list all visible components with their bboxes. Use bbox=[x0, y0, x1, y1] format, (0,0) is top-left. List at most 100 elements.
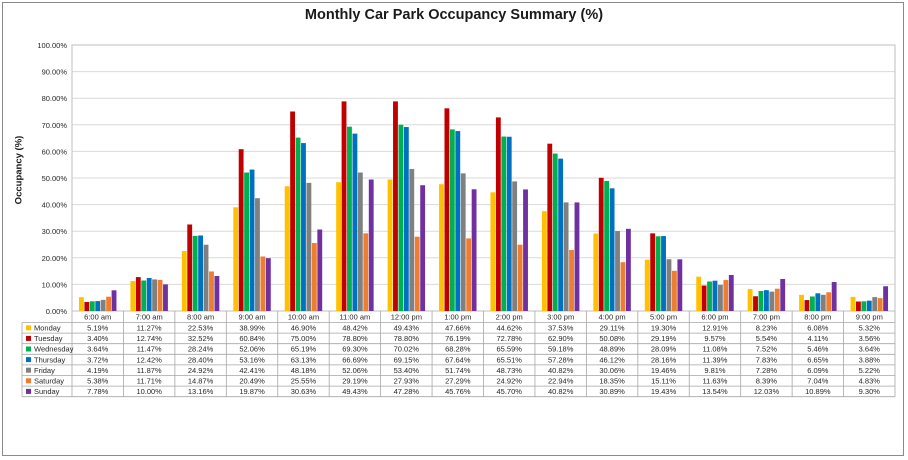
legend-swatch bbox=[26, 335, 31, 341]
table-cell: 29.11% bbox=[600, 324, 625, 333]
table-cell: 5.38% bbox=[87, 377, 109, 386]
table-cell: 11.08% bbox=[703, 345, 728, 354]
bar bbox=[620, 262, 626, 311]
bar bbox=[872, 297, 878, 311]
table-cell: 62.90% bbox=[548, 334, 574, 343]
x-tick-label: 12:00 pm bbox=[391, 313, 422, 322]
bar bbox=[495, 117, 501, 311]
bar bbox=[574, 202, 580, 311]
table-cell: 66.69% bbox=[342, 355, 368, 364]
x-tick-label: 1:00 pm bbox=[444, 313, 471, 322]
bar bbox=[455, 131, 461, 311]
y-tick-label: 20.00% bbox=[42, 254, 68, 263]
table-cell: 28.40% bbox=[188, 355, 214, 364]
bar bbox=[753, 296, 758, 311]
table-cell: 32.52% bbox=[188, 334, 214, 343]
table-cell: 4.11% bbox=[807, 334, 828, 343]
table-cell: 46.12% bbox=[599, 355, 625, 364]
table-cell: 30.06% bbox=[599, 366, 625, 375]
table-cell: 19.46% bbox=[651, 366, 677, 375]
bar bbox=[163, 284, 168, 311]
table-cell: 24.92% bbox=[188, 366, 214, 375]
bar bbox=[696, 276, 702, 311]
bar bbox=[780, 279, 786, 311]
bar bbox=[758, 290, 764, 311]
table-cell: 6.08% bbox=[807, 324, 829, 333]
x-tick-label: 8:00 am bbox=[187, 313, 214, 322]
bar bbox=[707, 281, 712, 311]
bar bbox=[723, 280, 729, 311]
table-cell: 11.71% bbox=[137, 377, 162, 386]
x-tick-label: 9:00 am bbox=[238, 313, 265, 322]
legend-swatch bbox=[26, 325, 31, 331]
table-cell: 4.83% bbox=[859, 377, 881, 386]
legend-label: Friday bbox=[34, 366, 55, 375]
table-cell: 3.56% bbox=[859, 334, 881, 343]
bar bbox=[141, 280, 147, 311]
axis-layer: 0.00% 10.00% 20.00% 30.00% 40.00% 50.00% 60.00… bbox=[37, 41, 67, 316]
bar bbox=[238, 149, 244, 311]
bar bbox=[563, 202, 569, 311]
table-cell: 12.03% bbox=[754, 387, 780, 396]
bar bbox=[671, 270, 677, 311]
table-cell: 11.27% bbox=[137, 324, 162, 333]
legend-label: Sunday bbox=[34, 387, 60, 396]
bar bbox=[809, 296, 815, 311]
table-cell: 14.87% bbox=[188, 377, 214, 386]
y-tick-label: 90.00% bbox=[42, 68, 68, 77]
table-cell: 45.76% bbox=[445, 387, 471, 396]
bar bbox=[409, 168, 415, 311]
table-cell: 69.30% bbox=[342, 345, 368, 354]
legend-swatch bbox=[26, 346, 31, 352]
bar bbox=[249, 169, 255, 311]
table-cell: 20.49% bbox=[239, 377, 265, 386]
table-cell: 48.18% bbox=[291, 366, 317, 375]
bar bbox=[449, 129, 455, 311]
bar bbox=[615, 231, 620, 311]
table-cell: 25.55% bbox=[291, 377, 317, 386]
bar bbox=[290, 111, 296, 311]
bar bbox=[135, 277, 141, 311]
bar bbox=[414, 236, 420, 311]
bar bbox=[712, 280, 718, 311]
bar bbox=[466, 238, 472, 311]
table-cell: 19.43% bbox=[651, 387, 677, 396]
bar bbox=[547, 143, 553, 311]
table-cell: 28.16% bbox=[651, 355, 677, 364]
table-cell: 12.42% bbox=[136, 355, 162, 364]
bar bbox=[471, 189, 477, 311]
table-cell: 29.19% bbox=[651, 334, 677, 343]
table-cell: 52.06% bbox=[342, 366, 368, 375]
bar bbox=[501, 136, 507, 311]
table-cell: 11.87% bbox=[137, 366, 162, 375]
x-tick-label: 7:00 am bbox=[136, 313, 163, 322]
table-cell: 6.65% bbox=[807, 355, 829, 364]
bar bbox=[850, 296, 856, 311]
table-cell: 48.42% bbox=[342, 324, 368, 333]
bar bbox=[774, 288, 780, 311]
table-cell: 5.32% bbox=[859, 324, 881, 333]
bar bbox=[130, 281, 136, 311]
legend-swatch bbox=[26, 378, 31, 384]
bar bbox=[111, 290, 117, 311]
bar bbox=[677, 259, 683, 311]
table-cell: 3.64% bbox=[859, 345, 881, 354]
x-tick-label: 6:00 am bbox=[84, 313, 111, 322]
bar bbox=[701, 285, 707, 311]
y-tick-label: 80.00% bbox=[42, 94, 68, 103]
bar bbox=[187, 224, 193, 311]
y-tick-label: 40.00% bbox=[42, 201, 68, 210]
bar bbox=[855, 301, 861, 311]
bar bbox=[352, 133, 358, 311]
table-cell: 72.78% bbox=[497, 334, 523, 343]
table-cell: 12.74% bbox=[136, 334, 162, 343]
table-cell: 22.53% bbox=[188, 324, 214, 333]
bar bbox=[799, 294, 804, 311]
bar bbox=[146, 277, 152, 311]
table-cell: 40.82% bbox=[548, 387, 574, 396]
bar bbox=[357, 172, 363, 311]
bar bbox=[260, 256, 266, 311]
bar bbox=[106, 296, 112, 311]
x-tick-label: 11:00 am bbox=[340, 313, 371, 322]
table-cell: 9.57% bbox=[704, 334, 726, 343]
